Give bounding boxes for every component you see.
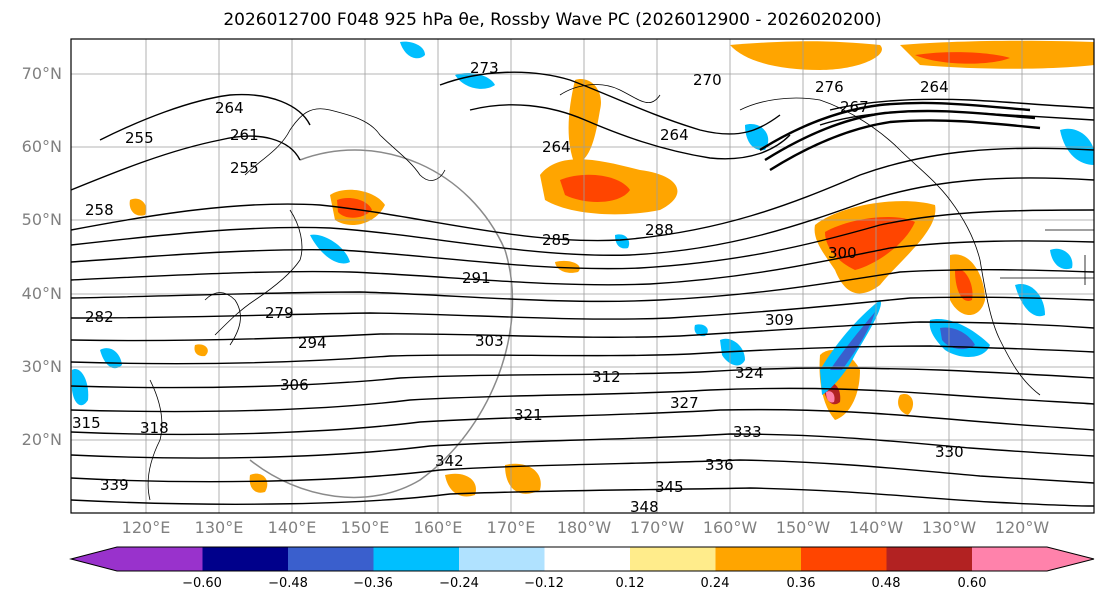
colorbar-segment-0 xyxy=(117,547,203,571)
lon-label-120e: 120°E xyxy=(121,518,171,537)
contour-label-309: 309 xyxy=(765,311,794,329)
lat-label-70n: 70°N xyxy=(21,64,62,83)
contour-label-288: 288 xyxy=(645,221,674,239)
lon-label-150e: 150°E xyxy=(340,518,390,537)
contour-label-324: 324 xyxy=(735,364,764,382)
contour-label-333: 333 xyxy=(733,423,762,441)
jet-contours xyxy=(759,101,1041,172)
lon-label-140e: 140°E xyxy=(267,518,317,537)
contour-label-330: 330 xyxy=(935,443,964,461)
contour-label-336: 336 xyxy=(705,456,734,474)
colorbar-segment-3 xyxy=(373,547,459,571)
lon-label-150w: 150°W xyxy=(775,518,831,537)
contour-label-261: 261 xyxy=(230,126,259,144)
colorbar-segment-1 xyxy=(202,547,288,571)
colorbar-tick-label: −0.48 xyxy=(268,576,308,591)
colorbar xyxy=(69,546,1095,572)
region-outline xyxy=(249,149,514,499)
contour-label-258: 258 xyxy=(85,201,114,219)
colorbar-tick-label: −0.24 xyxy=(439,576,479,591)
lon-label-170e: 170°E xyxy=(486,518,536,537)
contour-label-279: 279 xyxy=(265,304,294,322)
contour-label-348: 348 xyxy=(630,498,659,516)
colorbar-outline xyxy=(69,546,1095,572)
contour-label-306: 306 xyxy=(280,376,309,394)
lon-label-160w: 160°W xyxy=(702,518,758,537)
grid-lines xyxy=(71,39,1094,513)
colorbar-tick-label: −0.12 xyxy=(524,576,564,591)
contour-label-264d: 264 xyxy=(920,78,949,96)
colorbar-extend-high xyxy=(1047,547,1094,571)
contour-label-276: 276 xyxy=(815,78,844,96)
contour-label-294: 294 xyxy=(298,334,327,352)
map-border xyxy=(70,38,1095,514)
lat-label-40n: 40°N xyxy=(21,284,62,303)
lon-label-180w: 180°W xyxy=(556,518,612,537)
colorbar-tick-label: 0.24 xyxy=(700,576,730,591)
contour-label-321: 321 xyxy=(514,406,543,424)
contour-label-layer: 255 264 264 255 258 261 264 267 270 276 … xyxy=(72,59,964,516)
anomaly-shading xyxy=(72,40,1094,497)
contour-label-291: 291 xyxy=(462,269,491,287)
contour-label-267: 267 xyxy=(840,98,869,116)
colorbar-tick-label: 0.48 xyxy=(871,576,901,591)
lon-label-120w: 120°W xyxy=(994,518,1050,537)
colorbar-segment-8 xyxy=(801,547,887,571)
lon-label-140w: 140°W xyxy=(848,518,904,537)
lat-label-60n: 60°N xyxy=(21,137,62,156)
contour-label-312: 312 xyxy=(592,368,621,386)
colorbar-segment-2 xyxy=(288,547,374,571)
colorbar-tick-label: 0.60 xyxy=(957,576,987,591)
colorbar-segment-4 xyxy=(459,547,545,571)
colorbar-segment-10 xyxy=(972,547,1047,571)
colorbar-tick-label: 0.36 xyxy=(786,576,816,591)
contour-label-303: 303 xyxy=(475,332,504,350)
lat-label-50n: 50°N xyxy=(21,210,62,229)
contour-label-300: 300 xyxy=(828,244,857,262)
figure-title: 2026012700 F048 925 hPa θe, Rossby Wave … xyxy=(223,10,882,30)
contour-label-270: 270 xyxy=(693,71,722,89)
contour-label-264c: 264 xyxy=(660,126,689,144)
contour-label-342: 342 xyxy=(435,452,464,470)
colorbar-tick-label: 0.12 xyxy=(615,576,645,591)
contour-label-318: 318 xyxy=(140,419,169,437)
contour-label-282: 282 xyxy=(85,308,114,326)
contour-label-285: 285 xyxy=(542,231,571,249)
contour-label-255a: 255 xyxy=(125,129,154,147)
lat-label-20n: 20°N xyxy=(21,430,62,449)
contour-label-327: 327 xyxy=(670,394,699,412)
contour-label-315: 315 xyxy=(72,414,101,432)
colorbar-segment-7 xyxy=(715,547,801,571)
lon-label-130e: 130°E xyxy=(194,518,244,537)
lon-label-160e: 160°E xyxy=(413,518,463,537)
colorbar-segment-6 xyxy=(630,547,716,571)
colorbar-segment-9 xyxy=(886,547,972,571)
contour-label-255b: 255 xyxy=(230,159,259,177)
colorbar-extend-low xyxy=(71,547,117,571)
lon-label-130w: 130°W xyxy=(921,518,977,537)
contour-label-273: 273 xyxy=(470,59,499,77)
colorbar-tick-label: −0.60 xyxy=(182,576,222,591)
colorbar-tick-label: −0.36 xyxy=(353,576,393,591)
colorbar-segment-5 xyxy=(544,547,630,571)
contour-label-264a: 264 xyxy=(215,99,244,117)
lat-label-30n: 30°N xyxy=(21,357,62,376)
contour-label-345: 345 xyxy=(655,478,684,496)
contour-label-339: 339 xyxy=(100,476,129,494)
contour-label-264b: 264 xyxy=(542,138,571,156)
lon-label-170w: 170°W xyxy=(629,518,685,537)
